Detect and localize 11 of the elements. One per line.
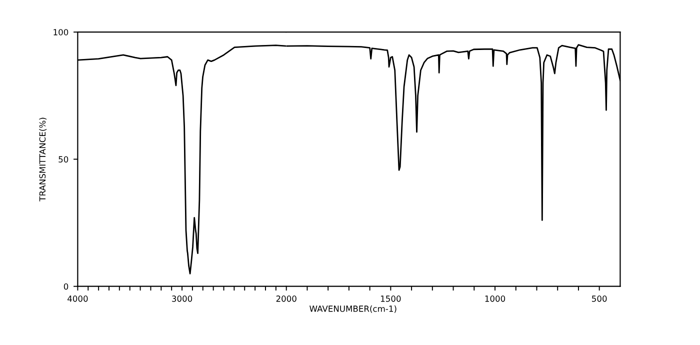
x-tick-label: 3000 <box>172 296 192 302</box>
x-tick-label: 1500 <box>380 296 401 302</box>
x-tick-label: 2000 <box>276 296 296 302</box>
x-tick-label: 1000 <box>485 296 506 302</box>
y-tick-label: 100 <box>54 29 68 36</box>
x-tick-label: 4000 <box>68 296 88 302</box>
y-tick-label: 0 <box>64 283 68 290</box>
y-axis-title: TRANSMITTANCE(%) <box>39 118 47 202</box>
y-tick-label: 50 <box>58 156 68 162</box>
x-tick-label: 500 <box>592 296 607 302</box>
x-axis-title: WAVENUMBER(cm-1) <box>310 305 396 313</box>
